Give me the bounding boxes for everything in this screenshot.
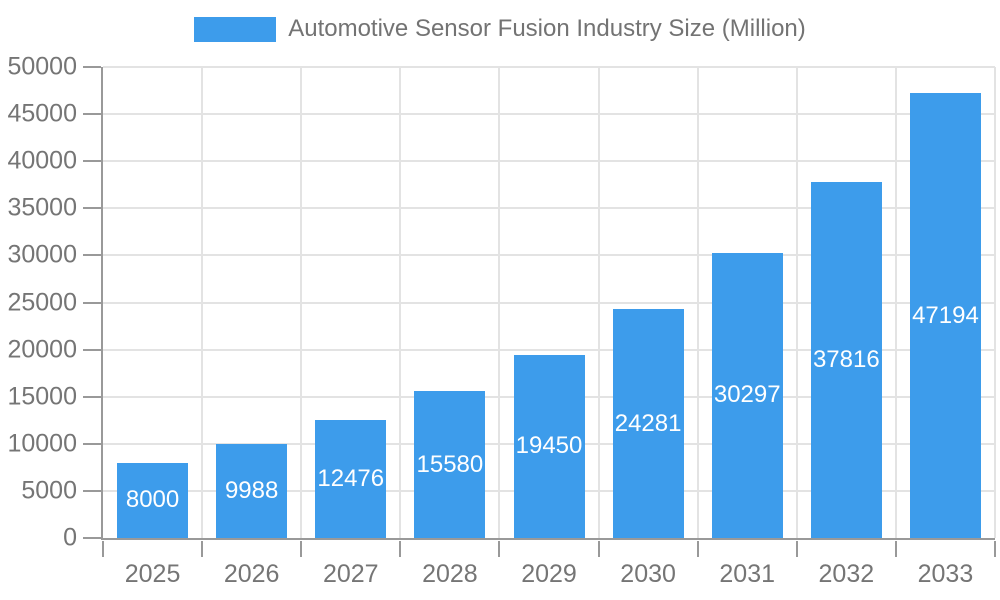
v-gridline [696, 67, 699, 538]
x-axis-label: 2026 [223, 560, 280, 588]
y-axis-tick [83, 348, 101, 351]
bar[interactable]: 24281 [612, 309, 684, 538]
v-gridline [399, 67, 402, 538]
y-axis-label: 15000 [7, 382, 77, 411]
x-axis-label: 2033 [917, 560, 974, 588]
h-gridline [103, 301, 995, 304]
y-axis-tick [83, 207, 101, 210]
x-axis-tick [201, 541, 204, 557]
h-gridline [103, 113, 995, 116]
bar[interactable]: 12476 [315, 420, 387, 538]
v-gridline [795, 67, 798, 538]
bar-value-label: 15580 [416, 450, 484, 478]
y-axis-label: 30000 [7, 240, 77, 269]
x-axis-tick [894, 541, 897, 557]
bar-value-label: 8000 [125, 486, 180, 514]
v-gridline [894, 67, 897, 538]
bar[interactable]: 9988 [216, 443, 288, 538]
y-axis-tick [83, 442, 101, 445]
x-axis-label: 2027 [322, 560, 379, 588]
h-gridline [103, 254, 995, 257]
legend-label: Automotive Sensor Fusion Industry Size (… [288, 15, 806, 42]
v-gridline [300, 67, 303, 538]
v-gridline [498, 67, 501, 538]
y-axis-tick [83, 537, 101, 539]
y-axis-label: 50000 [7, 52, 77, 81]
x-axis-label: 2031 [719, 560, 776, 588]
bar-value-label: 19450 [515, 432, 583, 460]
x-axis-label: 2025 [124, 560, 181, 588]
bar[interactable]: 8000 [117, 462, 189, 538]
y-axis-label: 35000 [7, 193, 77, 222]
y-axis-label: 0 [63, 523, 77, 552]
h-gridline [103, 160, 995, 163]
x-axis-label: 2028 [422, 560, 478, 588]
x-axis-tick [994, 541, 996, 557]
v-gridline [201, 67, 204, 538]
bar[interactable]: 15580 [414, 391, 486, 538]
x-axis-label: 2032 [818, 560, 875, 588]
bar[interactable]: 19450 [513, 354, 585, 538]
y-axis-label: 40000 [7, 146, 77, 175]
bar[interactable]: 47194 [909, 93, 981, 538]
y-axis-label: 25000 [7, 288, 77, 316]
bar-value-label: 24281 [614, 409, 682, 437]
plot-area: 0 5000 10000 15000 20000 25000 30000 35000 40000… [7, 54, 996, 587]
v-gridline [597, 67, 600, 538]
y-axis-tick [83, 254, 101, 257]
y-axis-tick [83, 160, 101, 163]
h-gridline [103, 348, 995, 351]
x-axis-tick [696, 541, 699, 557]
y-axis-label: 45000 [7, 99, 77, 128]
x-axis-tick [102, 541, 104, 557]
y-axis-tick [83, 489, 101, 492]
y-axis-tick [83, 66, 101, 68]
x-axis-tick [300, 541, 303, 557]
y-axis-label: 20000 [7, 335, 77, 364]
bar-value-label: 30297 [713, 381, 781, 409]
bar-value-label: 12476 [317, 465, 385, 493]
x-axis-tick [399, 541, 402, 557]
x-axis-label: 2029 [521, 560, 577, 588]
x-axis-tick [597, 541, 600, 557]
y-axis-tick [83, 301, 101, 304]
x-axis-label: 2030 [620, 560, 676, 588]
h-gridline [103, 207, 995, 210]
bar[interactable]: 37816 [810, 181, 882, 538]
bar-value-label: 37816 [812, 345, 880, 373]
bar-value-label: 9988 [224, 476, 279, 504]
y-axis-label: 5000 [21, 476, 77, 505]
bar[interactable]: 30297 [711, 252, 783, 538]
y-axis-tick [83, 395, 101, 398]
y-axis-label: 10000 [7, 429, 77, 458]
legend-swatch [194, 16, 277, 42]
x-axis-tick [498, 541, 501, 557]
bar-value-label: 47194 [912, 301, 979, 329]
v-gridline [994, 67, 996, 538]
x-axis-tick [795, 541, 798, 557]
h-gridline [103, 66, 995, 68]
y-axis-tick [83, 113, 101, 116]
legend-item[interactable]: Automotive Sensor Fusion Industry Size (… [0, 15, 1000, 43]
